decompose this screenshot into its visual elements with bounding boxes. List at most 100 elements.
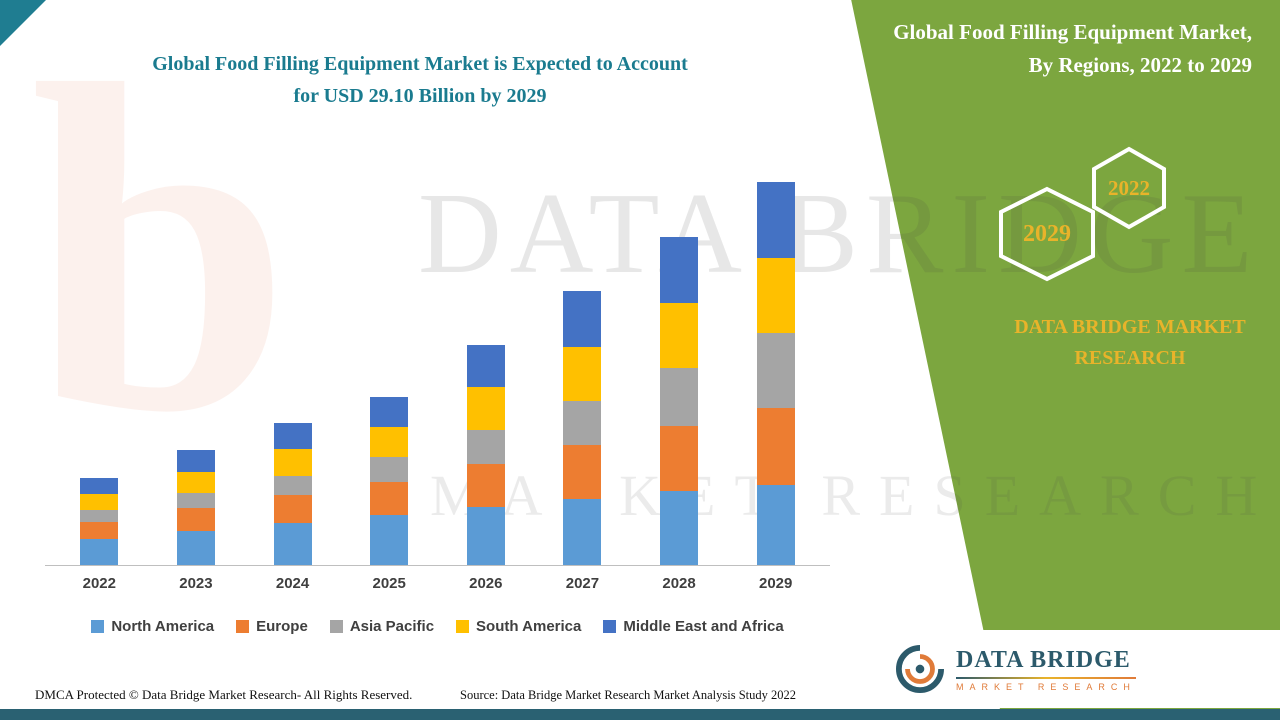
side-panel-title: Global Food Filling Equipment Market, By… [893,20,1252,77]
plot-area [45,182,830,565]
bar-segment-middle-east-and-africa [80,478,119,495]
bar-segment-north-america [176,530,215,565]
legend-swatch [456,620,470,633]
bar-segment-asia-pacific [370,457,409,483]
bar-segment-asia-pacific [80,509,119,522]
legend-item-asia-pacific: Asia Pacific [329,618,435,635]
hexagon-badge-2022: 2022 [1090,146,1168,230]
stacked-bar-2025 [370,396,409,565]
hexagon-outline-icon [1092,146,1166,230]
bar-segment-north-america [273,522,312,565]
stacked-bar-2028 [660,237,699,565]
bar-cell-2026 [438,182,535,565]
stacked-bar-2024 [273,423,312,565]
hexagon-badge-2022-label: 2022 [1108,175,1150,200]
x-axis-line [45,565,830,566]
x-axis-label-2022: 2022 [82,575,116,592]
x-axis-label-2026: 2026 [469,575,503,592]
bar-segment-north-america [660,491,699,565]
source-note: Source: Data Bridge Market Research Mark… [460,688,797,702]
bar-segment-north-america [370,515,409,565]
bar-segment-middle-east-and-africa [176,450,215,472]
x-axis-label-2025: 2025 [372,575,406,592]
bar-cell-2023 [148,182,245,565]
bar-segment-south-america [80,494,119,510]
bar-segment-south-america [176,471,215,493]
dmca-notice: DMCA Protected © Data Bridge Market Rese… [35,687,413,702]
databridge-logo-subtext: MARKET RESEARCH [956,681,1136,692]
x-axis-label-2023: 2023 [179,575,213,592]
bar-segment-south-america [273,449,312,476]
bar-segment-asia-pacific [563,400,602,446]
bar-cell-2024 [244,182,341,565]
legend-item-south-america: South America [456,618,581,635]
bar-cell-2025 [341,182,438,565]
bar-cell-2022 [51,182,148,565]
bar-segment-europe [756,408,795,485]
hexagon-badge-2029: 2029 [996,186,1098,282]
bar-segment-asia-pacific [660,367,699,426]
footer-bar [0,709,1280,720]
bar-segment-north-america [756,484,795,565]
databridge-logo-text: DATA BRIDGE MARKET RESEARCH [956,647,1136,692]
bar-segment-europe [563,445,602,500]
brand-text: DATA BRIDGE MARKET RESEARCH [985,312,1275,374]
stacked-bar-2027 [563,291,602,565]
legend-label: South America [476,618,582,635]
x-axis-label-2027: 2027 [565,575,600,592]
x-axis-label-2024: 2024 [275,575,310,592]
bar-segment-middle-east-and-africa [756,182,795,259]
bar-segment-north-america [80,538,119,565]
bar-segment-asia-pacific [466,429,505,464]
x-axis-label-2029: 2029 [759,575,793,592]
legend-label: Europe [256,618,308,635]
bar-segment-north-america [466,507,505,565]
legend-item-north-america: North America [91,618,214,635]
bar-segment-middle-east-and-africa [660,237,699,304]
legend-swatch [603,620,617,633]
page-title: Global Food Filling Equipment Market is … [30,48,810,112]
legend-label: North America [111,618,215,635]
bar-segment-middle-east-and-africa [563,291,602,347]
bar-segment-middle-east-and-africa [466,345,505,388]
brand-text-line-2: RESEARCH [1074,347,1186,369]
bar-cell-2027 [534,182,631,565]
stacked-bar-2023 [176,450,215,565]
bar-segment-europe [370,482,409,515]
brand-text-line-1: DATA BRIDGE MARKET [1014,316,1246,338]
hexagon-badge-2029-label: 2029 [1023,220,1071,247]
bar-segment-europe [176,508,215,531]
bar-segment-south-america [660,303,699,368]
bar-segment-north-america [563,499,602,565]
stacked-bar-2026 [466,345,505,565]
bar-cell-2028 [631,182,728,565]
bar-segment-south-america [563,346,602,401]
legend-item-europe: Europe [236,618,308,635]
bar-segment-asia-pacific [756,333,795,409]
legend-swatch [329,620,343,633]
bar-segment-south-america [370,426,409,458]
hexagon-outline-icon [999,186,1095,282]
bar-segment-europe [466,463,505,508]
databridge-logo: DATA BRIDGE MARKET RESEARCH [872,630,1280,708]
legend-item-middle-east-and-africa: Middle East and Africa [603,618,784,635]
x-axis-label-2028: 2028 [662,575,696,592]
x-axis-labels: 2022 2023 2024 2025 2026 2027 2028 2029 [45,575,830,592]
page-title-line-1: Global Food Filling Equipment Market is … [152,53,688,75]
watermark-text-line1: DATA BRIDGE [418,170,1261,298]
stacked-bar-2029 [756,182,795,565]
legend-swatch [91,620,105,633]
chart-legend: North America Europe Asia Pacific South Ame… [45,618,830,635]
logo-divider [956,676,1136,679]
bar-segment-middle-east-and-africa [370,396,409,427]
bar-cell-2029 [727,182,824,565]
legend-swatch [236,620,250,633]
legend-label: Asia Pacific [349,618,435,635]
bar-segment-europe [660,425,699,492]
bar-segment-europe [273,495,312,523]
bar-segment-south-america [466,387,505,430]
bar-segment-asia-pacific [176,492,215,509]
databridge-logo-icon [896,645,944,693]
databridge-logo-name: DATA BRIDGE [956,646,1131,673]
